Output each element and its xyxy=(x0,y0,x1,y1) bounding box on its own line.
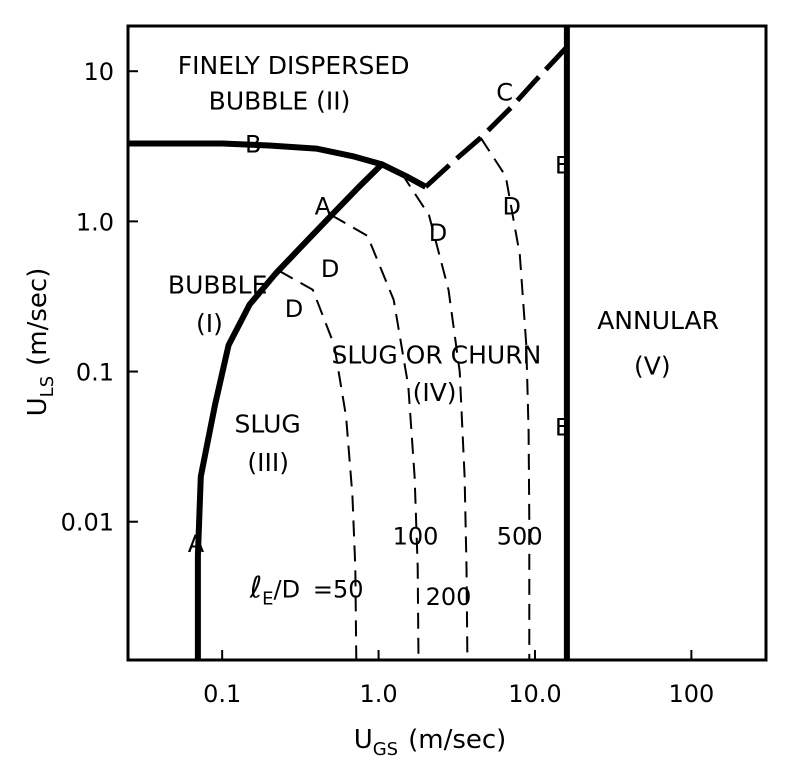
curve-label-E-8: E xyxy=(555,151,570,179)
y-axis-label: ULS (m/sec) xyxy=(23,268,58,417)
curve-label-D-7: D xyxy=(502,192,520,220)
y-tick-label-0: 0.01 xyxy=(61,509,114,537)
x-axis-label-sub: GS xyxy=(373,739,398,760)
entry-length-symbol-sub: E xyxy=(262,588,273,609)
region-label-I-1: (I) xyxy=(196,309,223,338)
entry-length-label-1: 100 xyxy=(393,522,439,550)
region-label-V-0: ANNULAR xyxy=(597,306,719,335)
y-tick-label-2: 1.0 xyxy=(76,208,114,236)
x-axis-label-main: U xyxy=(354,725,373,755)
x-axis-label-units: (m/sec) xyxy=(408,725,506,755)
region-label-III-0: SLUG xyxy=(235,410,301,439)
y-axis-label-units: (m/sec) xyxy=(23,268,53,366)
y-axis-label-group: ULS (m/sec) xyxy=(23,268,58,417)
curve-label-B-2: B xyxy=(245,131,261,159)
region-label-II-1: BUBBLE (II) xyxy=(209,86,351,115)
entry-length-symbol-main: ℓ xyxy=(249,570,262,605)
entry-curve-100 xyxy=(331,214,420,661)
curve-label-C-3: C xyxy=(496,79,513,107)
region-label-I-0: BUBBLE xyxy=(168,270,267,299)
tick-labels: 0.1 1.0 10.0 100 0.01 0.1 1.0 10 xyxy=(61,58,715,708)
region-label-III-1: (III) xyxy=(247,448,289,477)
entry-length-label-0: =50 xyxy=(313,575,364,603)
x-tick-label-2: 10.0 xyxy=(508,680,561,708)
region-label-II-0: FINELY DISPERSED xyxy=(178,51,410,80)
curve-label-D-6: D xyxy=(429,219,447,247)
tick-marks xyxy=(128,70,693,660)
x-tick-label-3: 100 xyxy=(668,680,714,708)
entry-curve-50 xyxy=(278,269,358,661)
y-axis-label-sub: LS xyxy=(37,376,58,397)
x-axis-label: UGS (m/sec) xyxy=(354,725,507,760)
entry-length-labels: =50 100 200 500 ℓE/D xyxy=(249,522,543,611)
entry-length-symbol: ℓE/D xyxy=(249,570,300,609)
x-tick-label-1: 1.0 xyxy=(359,680,397,708)
curve-label-D-4: D xyxy=(321,255,339,283)
entry-length-label-3: 500 xyxy=(497,522,543,550)
region-label-IV-0: SLUG OR CHURN xyxy=(331,340,541,369)
entry-length-symbol-rest: /D xyxy=(273,575,300,603)
entry-length-curves xyxy=(278,137,531,661)
entry-curve-200 xyxy=(400,172,469,661)
boundary-C xyxy=(424,45,569,189)
curve-label-A-1: A xyxy=(315,192,332,220)
plot-frame xyxy=(126,24,768,662)
y-tick-label-3: 10 xyxy=(83,58,114,86)
x-tick-label-0: 0.1 xyxy=(203,680,241,708)
y-axis-label-main: U xyxy=(23,397,53,416)
region-label-IV-1: (IV) xyxy=(413,378,457,407)
curve-label-D-5: D xyxy=(285,295,303,323)
y-tick-label-1: 0.1 xyxy=(76,359,114,387)
curve-label-E-9: E xyxy=(555,414,570,442)
curve-label-A-0: A xyxy=(188,530,205,558)
entry-length-label-2: 200 xyxy=(426,583,472,611)
boundary-A xyxy=(194,162,385,660)
boundary-B xyxy=(128,140,428,190)
region-labels: FINELY DISPERSED BUBBLE (II) BUBBLE (I) SLUG… xyxy=(168,51,719,477)
region-label-V-1: (V) xyxy=(634,351,671,380)
